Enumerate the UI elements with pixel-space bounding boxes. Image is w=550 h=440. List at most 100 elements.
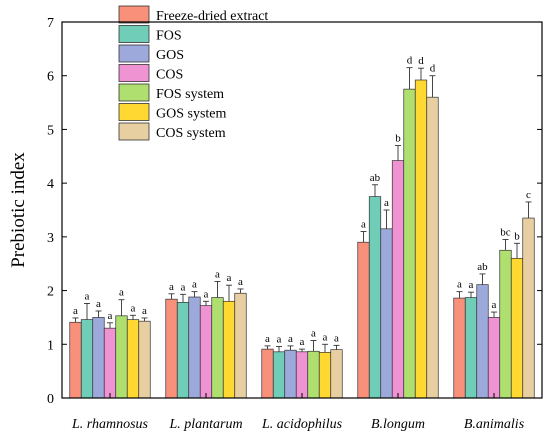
bar	[487, 317, 501, 399]
legend-swatch	[118, 64, 150, 82]
significance-label: a	[384, 197, 389, 209]
significance-label: a	[300, 336, 305, 348]
x-tick-label: B.longum	[371, 417, 425, 432]
significance-label: a	[169, 281, 174, 293]
legend-label: COS	[156, 68, 183, 83]
bar	[391, 160, 405, 399]
significance-label: a	[265, 333, 270, 345]
bar	[261, 348, 274, 399]
bar	[403, 88, 416, 399]
x-tick-label: B.animalis	[464, 417, 525, 432]
significance-label: a	[131, 302, 136, 314]
significance-label: d	[407, 55, 413, 67]
significance-label: a	[457, 279, 462, 291]
bar	[69, 321, 82, 399]
x-tick-label: L. rhamnosus	[71, 417, 149, 432]
y-tick-label: 6	[47, 70, 54, 85]
significance-label: c	[526, 189, 531, 201]
significance-label: d	[418, 55, 424, 67]
significance-label: a	[96, 298, 101, 310]
significance-label: ab	[370, 172, 381, 184]
legend: Freeze-dried extract FOS GOS COS FOS system G…	[118, 5, 268, 141]
significance-label: a	[492, 299, 497, 311]
legend-label: COS system	[156, 126, 226, 141]
bar	[499, 249, 512, 399]
bar	[464, 297, 478, 399]
bar	[522, 217, 535, 399]
significance-label: a	[85, 290, 90, 302]
significance-label: b	[395, 133, 401, 145]
bar	[272, 351, 286, 399]
bar	[357, 241, 370, 399]
y-tick-label: 3	[47, 231, 54, 246]
bar	[380, 228, 393, 399]
bar	[115, 315, 128, 399]
significance-label: a	[238, 276, 243, 288]
significance-label: a	[469, 279, 474, 291]
legend-swatch	[118, 103, 150, 121]
y-tick-label: 5	[47, 123, 54, 138]
legend-swatch	[118, 44, 150, 63]
legend-swatch	[118, 83, 150, 102]
significance-label: a	[192, 279, 197, 291]
bar	[318, 351, 332, 399]
y-axis-title: Prebiotic index	[8, 152, 29, 268]
significance-label: ab	[477, 261, 488, 273]
legend-label: FOS system	[156, 87, 224, 102]
significance-label: a	[227, 272, 232, 284]
y-tick-label: 1	[47, 338, 54, 353]
significance-label: a	[215, 268, 220, 280]
bar	[222, 300, 236, 399]
bar	[426, 96, 439, 399]
y-tick-label: 2	[47, 285, 54, 300]
bar	[476, 284, 489, 399]
bar	[295, 351, 309, 399]
legend-label: Freeze-dried extract	[156, 9, 268, 24]
bar	[368, 196, 382, 399]
significance-label: b	[514, 230, 520, 242]
significance-label: bc	[500, 227, 511, 239]
significance-label: a	[142, 305, 147, 317]
legend-swatch	[118, 25, 150, 43]
bar	[103, 327, 117, 399]
bar	[234, 292, 247, 399]
significance-label: a	[181, 281, 186, 293]
y-tick-label: 7	[47, 16, 54, 31]
legend-label: FOS	[156, 29, 182, 44]
x-tick-label: L. acidophilus	[261, 417, 343, 432]
significance-label: a	[361, 218, 366, 230]
significance-label: a	[323, 331, 328, 343]
significance-label: a	[119, 287, 124, 299]
bar	[414, 79, 428, 399]
bar	[199, 305, 213, 399]
legend-swatch	[118, 5, 150, 24]
y-tick-label: 4	[47, 177, 54, 192]
bar	[284, 349, 297, 399]
bar	[80, 319, 94, 399]
axes: 0 1 2 3 4 5 6 7 L. rhamnosus L. plantarum L. acido…	[47, 16, 543, 432]
x-tick-label: L. plantarum	[168, 417, 242, 432]
significance-label: a	[311, 328, 316, 340]
bar	[188, 296, 201, 399]
significance-label: d	[430, 63, 436, 75]
significance-label: a	[288, 333, 293, 345]
bar	[126, 319, 140, 399]
bar	[510, 257, 524, 399]
bar	[330, 349, 343, 399]
significance-label: a	[334, 332, 339, 344]
bar	[165, 298, 178, 399]
significance-label: a	[204, 288, 209, 300]
bar	[211, 297, 224, 399]
bar	[138, 320, 151, 399]
bar	[307, 350, 320, 399]
bar	[92, 317, 105, 399]
significance-label: a	[73, 305, 78, 317]
legend-swatch	[118, 122, 150, 141]
bar	[176, 302, 190, 399]
bar	[453, 297, 466, 399]
legend-label: GOS system	[156, 107, 227, 122]
significance-label: a	[108, 310, 113, 322]
significance-label: a	[277, 333, 282, 345]
legend-label: GOS	[156, 48, 184, 63]
